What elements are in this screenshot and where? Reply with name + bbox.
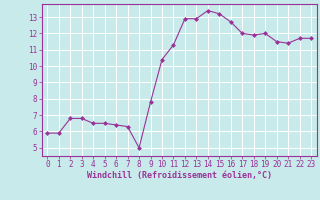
X-axis label: Windchill (Refroidissement éolien,°C): Windchill (Refroidissement éolien,°C)	[87, 171, 272, 180]
